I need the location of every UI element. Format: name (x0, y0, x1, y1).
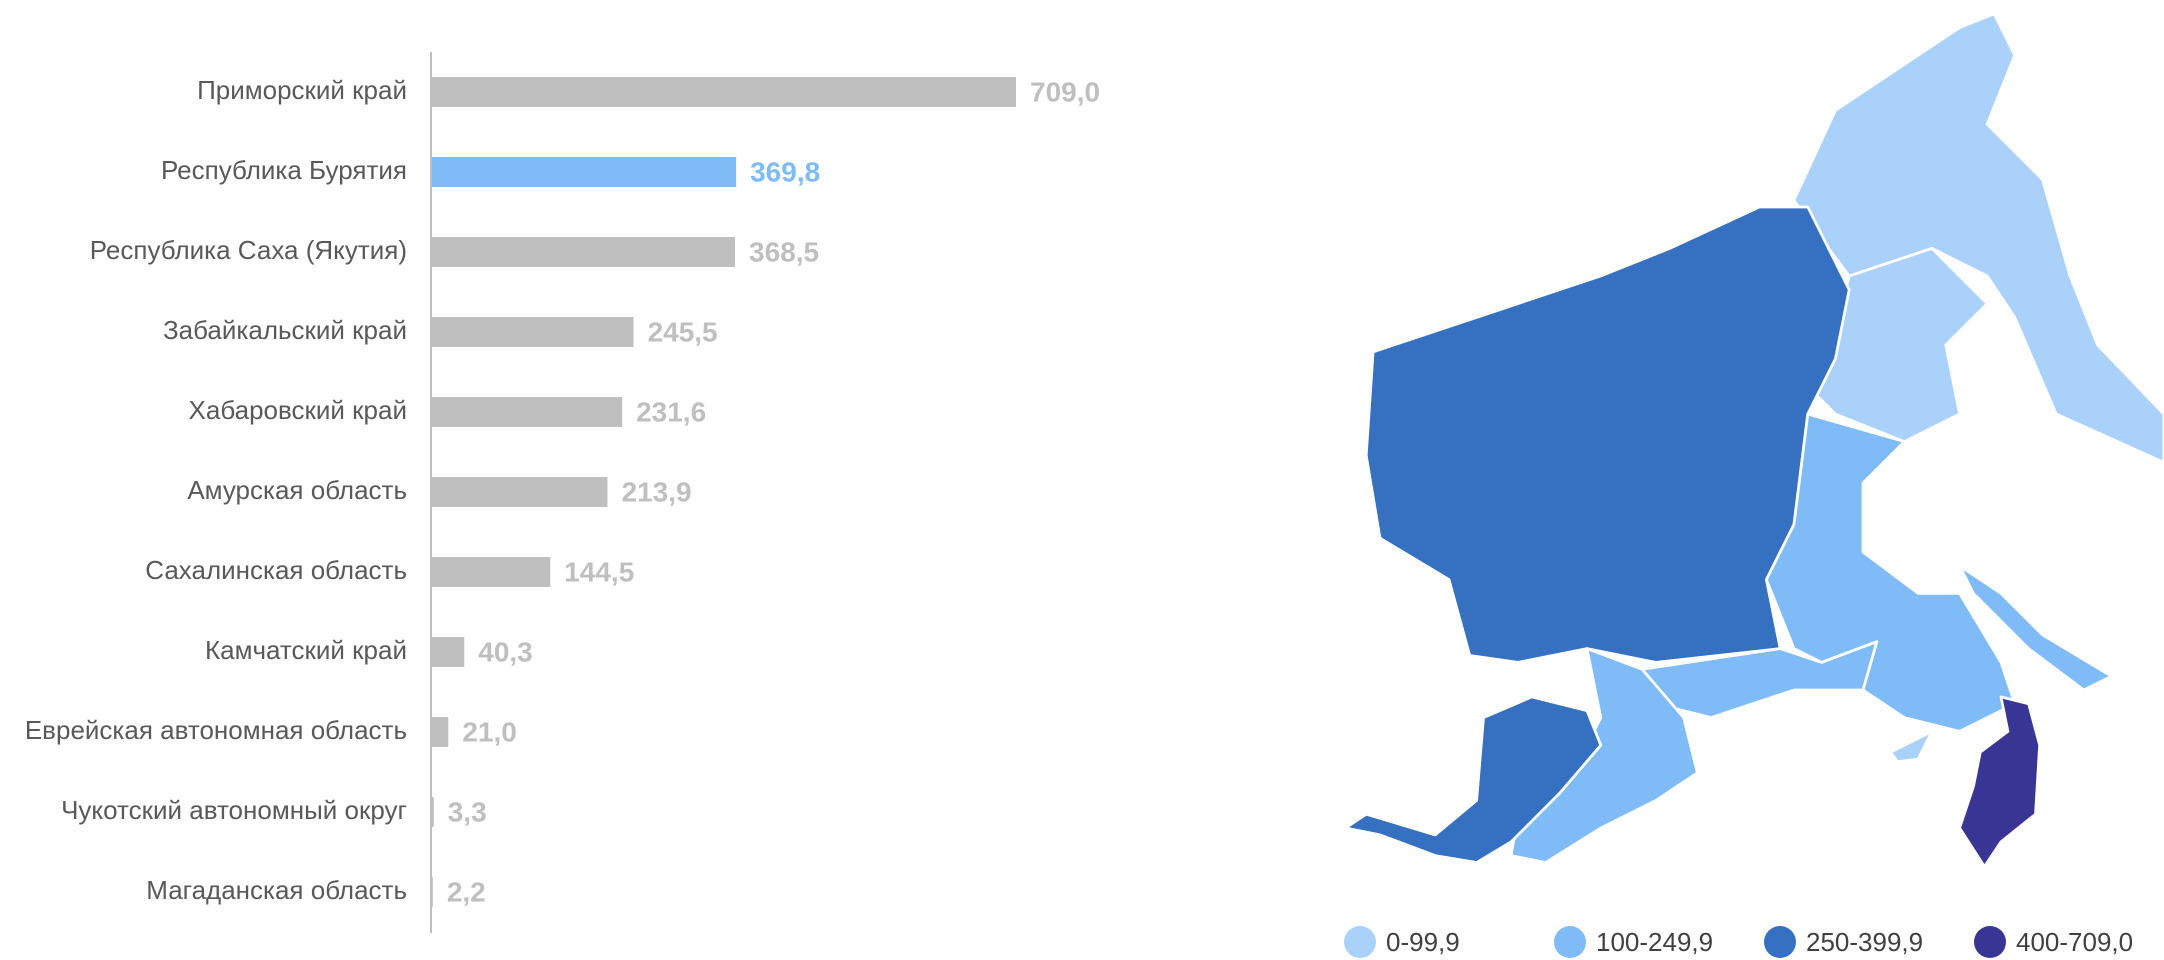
legend-swatch (1764, 926, 1796, 958)
category-label: Республика Бурятия (161, 155, 407, 185)
bar (431, 77, 1016, 107)
region (1344, 695, 1603, 864)
region (1889, 730, 1934, 764)
category-label: Сахалинская область (145, 555, 407, 585)
value-label: 231,6 (636, 396, 706, 427)
bar (431, 557, 551, 587)
value-label: 21,0 (462, 716, 517, 747)
value-label: 245,5 (648, 316, 718, 347)
category-label: Еврейская автономная область (25, 715, 407, 745)
category-label: Хабаровский край (189, 395, 407, 425)
category-label: Приморский край (197, 75, 407, 105)
value-label: 144,5 (564, 556, 634, 587)
bar (431, 477, 608, 507)
category-label: Республика Саха (Якутия) (90, 235, 407, 265)
category-label: Амурская область (187, 475, 407, 505)
map (1344, 12, 2164, 869)
region (1958, 564, 2113, 692)
bar (431, 237, 736, 267)
region (1958, 695, 2042, 869)
legend-swatch (1344, 926, 1376, 958)
bar (431, 317, 634, 347)
legend-label: 400-709,0 (2016, 927, 2133, 957)
legend-label: 100-249,9 (1596, 927, 1713, 957)
value-label: 709,0 (1030, 76, 1100, 107)
value-label: 40,3 (478, 636, 533, 667)
region (1765, 412, 2017, 733)
bar (431, 397, 623, 427)
legend-swatch (1974, 926, 2006, 958)
legend-label: 250-399,9 (1806, 927, 1923, 957)
value-label: 369,8 (750, 156, 820, 187)
legend-swatch (1554, 926, 1586, 958)
legend-label: 0-99,9 (1386, 927, 1460, 957)
category-label: Магаданская область (146, 875, 407, 905)
bar (431, 637, 465, 667)
category-label: Забайкальский край (163, 315, 407, 345)
bar (431, 797, 434, 827)
bar (431, 157, 737, 187)
category-label: Чукотский автономный округ (61, 795, 407, 825)
value-label: 3,3 (448, 796, 487, 827)
value-label: 368,5 (749, 236, 819, 267)
value-label: 2,2 (447, 876, 486, 907)
category-label: Камчатский край (205, 635, 407, 665)
value-label: 213,9 (621, 476, 691, 507)
bar (431, 717, 449, 747)
